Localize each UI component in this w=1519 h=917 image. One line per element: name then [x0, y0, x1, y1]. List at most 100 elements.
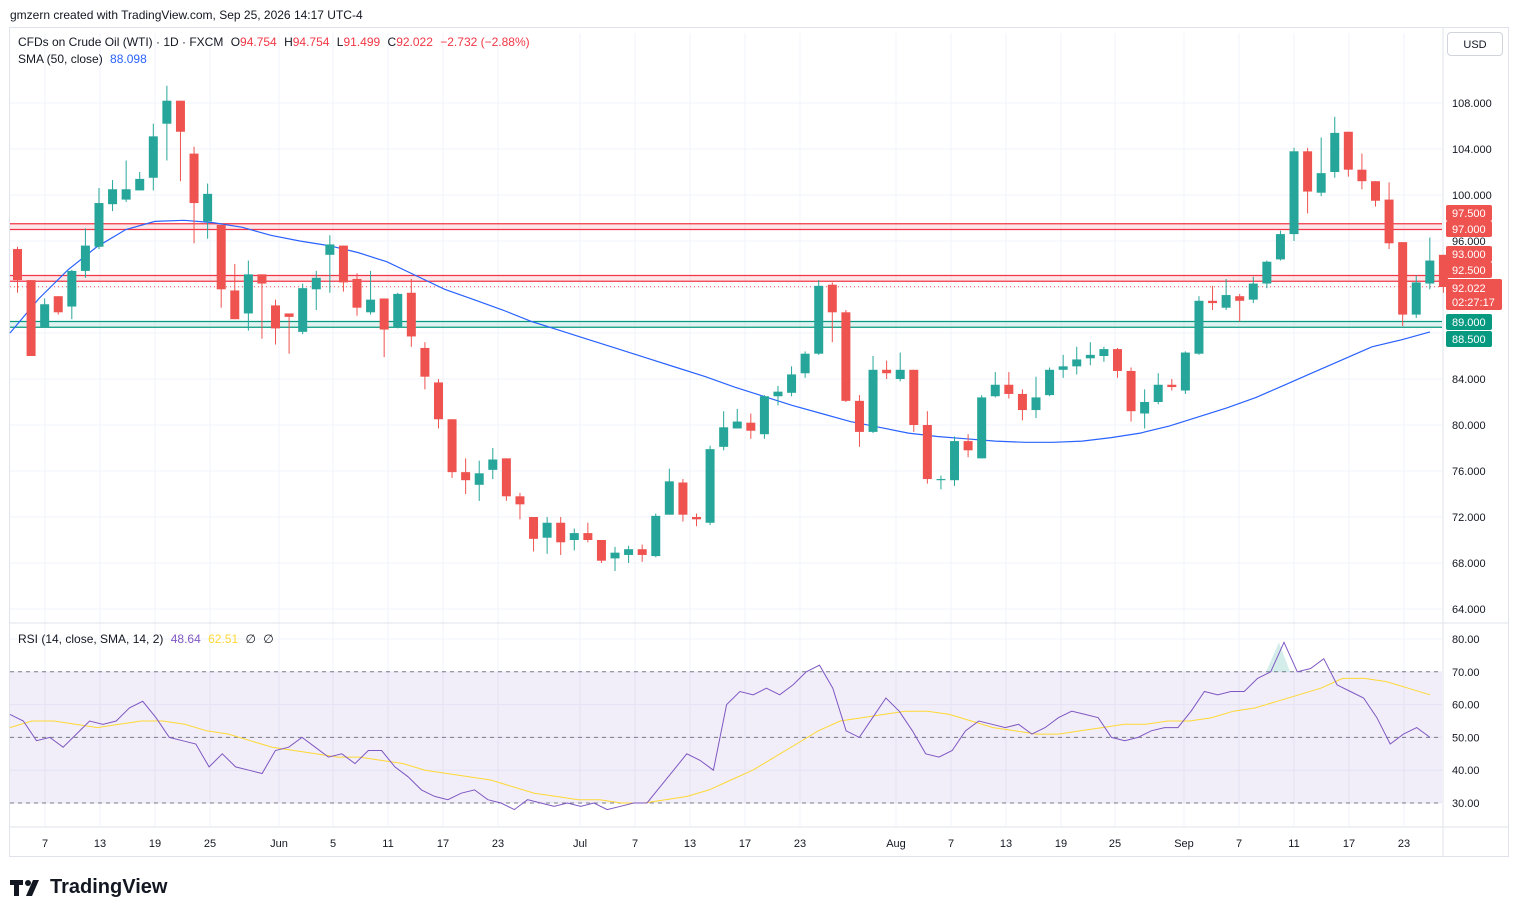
candle-56: [773, 385, 783, 406]
price-tick-label-2: 100.000: [1452, 190, 1492, 202]
badge-97-500-box: [1446, 205, 1492, 221]
candle-7: [108, 180, 118, 212]
candle-63: [868, 356, 878, 434]
candle-body-98: [1343, 131, 1353, 170]
rsi-sma-value: 62.51: [208, 632, 239, 646]
candle-80: [1099, 346, 1109, 362]
candle-body-105: [1438, 254, 1448, 287]
candle-body-1: [26, 280, 36, 356]
candle-body-67: [922, 425, 932, 480]
candle-57: [787, 366, 797, 397]
grid-lines: [10, 28, 1508, 856]
candle-54: [746, 413, 756, 439]
candle-31: [433, 379, 443, 429]
candle-body-14: [203, 193, 213, 222]
candle-81: [1112, 347, 1122, 378]
time-tick-label-1: 13: [94, 838, 106, 850]
tradingview-logo-icon: [10, 879, 39, 896]
sma-legend: SMA (50, close) 88.098: [18, 52, 151, 66]
candle-32: [447, 419, 457, 478]
candle-body-96: [1316, 173, 1326, 193]
candle-71: [977, 395, 987, 459]
price-tick-label-6: 76.000: [1452, 466, 1486, 478]
candle-body-66: [909, 369, 919, 425]
time-tick-label-20: 7: [1236, 838, 1242, 850]
candle-14: [203, 183, 213, 239]
candle-body-52: [719, 427, 729, 447]
rsi-overbought-fill: [1266, 642, 1290, 672]
candle-5: [80, 228, 90, 278]
tradingview-logo[interactable]: TradingView: [10, 876, 167, 899]
candle-body-100: [1371, 181, 1380, 201]
rsi-tick-label-2: 60.00: [1452, 700, 1480, 712]
candle-body-40: [556, 522, 566, 543]
candle-body-49: [678, 482, 688, 515]
time-tick-label-14: Aug: [886, 838, 906, 850]
currency-button[interactable]: USD: [1447, 32, 1503, 56]
candle-body-50: [692, 517, 701, 520]
sma-line: [9, 219, 1431, 443]
candle-51: [705, 445, 715, 526]
candle-65: [895, 352, 905, 382]
badge-97-500: 97.500: [1446, 205, 1492, 221]
candle-96: [1316, 137, 1326, 197]
candle-0: [13, 246, 22, 293]
candle-45: [624, 545, 634, 563]
candle-body-65: [895, 369, 905, 379]
candle-body-51: [705, 449, 715, 523]
candle-91: [1248, 276, 1258, 304]
rsi-label: RSI (14, close, SMA, 14, 2): [18, 632, 164, 646]
rsi-extra2: ∅: [263, 632, 274, 646]
candle-body-59: [814, 285, 824, 354]
candle-body-23: [325, 244, 335, 255]
candle-33: [461, 458, 471, 494]
candle-68: [936, 475, 946, 490]
candle-30: [420, 342, 430, 390]
candle-38: [529, 517, 539, 552]
candle-body-32: [447, 419, 457, 473]
badge-97-000: 97.000: [1446, 221, 1492, 237]
time-tick-label-15: 7: [948, 838, 954, 850]
badge-92-500-box: [1446, 262, 1492, 278]
candle-58: [800, 351, 810, 378]
candle-35: [488, 448, 498, 480]
candle-64: [882, 360, 892, 379]
candle-52: [719, 411, 729, 451]
candle-body-57: [787, 374, 797, 393]
candle-84: [1153, 373, 1163, 405]
candle-body-44: [610, 552, 620, 559]
candle-10: [148, 123, 158, 191]
candle-body-35: [488, 459, 498, 470]
candle-body-61: [841, 312, 851, 401]
candle-88: [1208, 285, 1218, 310]
attribution-text: gmzern created with TradingView.com, Sep…: [10, 8, 363, 22]
candle-85: [1167, 379, 1177, 391]
low-label: L91.499: [336, 35, 381, 49]
candle-body-73: [1004, 384, 1014, 394]
time-tick-label-7: 17: [437, 838, 449, 850]
candle-body-37: [515, 496, 525, 505]
candle-13: [189, 146, 199, 244]
candle-body-72: [990, 384, 1000, 397]
badge-92-500-text: 92.500: [1452, 265, 1486, 277]
badge-93-000-box: [1446, 246, 1492, 262]
badge-last-price-text: 92.022: [1452, 283, 1486, 295]
candle-26: [366, 270, 376, 315]
badge-countdown-text: 02:27:17: [1452, 297, 1495, 309]
rsi-extra1: ∅: [245, 632, 256, 646]
time-tick-label-12: 17: [739, 838, 751, 850]
chart-frame[interactable]: [9, 27, 1509, 857]
open-value: 94.754: [240, 35, 277, 49]
symbol-title: CFDs on Crude Oil (WTI) · 1D · FXCM: [18, 35, 224, 49]
low-value: 91.499: [343, 35, 381, 49]
candle-101: [1384, 182, 1394, 250]
candle-27: [379, 298, 389, 358]
badge-88-500: 88.500: [1446, 331, 1492, 347]
candle-body-95: [1303, 151, 1313, 192]
candle-body-8: [121, 189, 131, 200]
rsi-legend: RSI (14, close, SMA, 14, 2) 48.64 62.51 …: [18, 632, 278, 646]
candle-body-31: [433, 382, 443, 420]
time-tick-label-19: Sep: [1174, 838, 1194, 850]
candle-body-4: [67, 270, 77, 307]
